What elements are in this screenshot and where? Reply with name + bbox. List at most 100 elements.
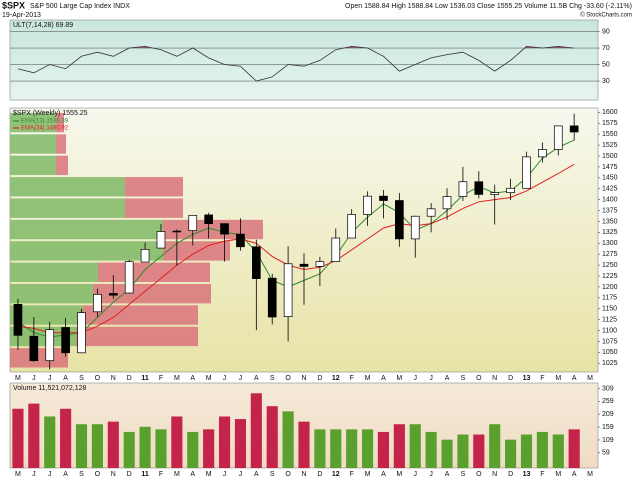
volume-bar: [203, 429, 215, 468]
y-tick-label: 1350: [602, 218, 618, 225]
pane-title: ULT(7,14,28) 69.89: [13, 22, 73, 29]
y-tick-label: 1475: [602, 164, 618, 171]
candle-body: [522, 156, 531, 189]
volume-bar: [234, 419, 246, 468]
y-tick-label: 70: [602, 45, 610, 52]
y-tick-label: 1450: [602, 175, 618, 182]
y-tick-label: 1575: [602, 120, 618, 127]
candle-body: [299, 263, 309, 267]
x-tick-label: O: [285, 471, 291, 478]
x-tick-label: O: [476, 375, 482, 382]
volume-bar: [505, 439, 517, 468]
x-tick-label: D: [127, 375, 132, 382]
x-tick-label: M: [174, 471, 180, 478]
vbp-down: [163, 241, 230, 261]
x-tick-label: S: [461, 375, 466, 382]
x-tick-label: M: [587, 375, 593, 382]
x-tick-label: A: [445, 471, 450, 478]
y-tick-label: 1275: [602, 251, 618, 258]
volume-bar: [473, 434, 485, 468]
x-tick-label: N: [301, 471, 306, 478]
y-tick-label: 1025: [602, 360, 618, 367]
vbp-down: [98, 262, 210, 282]
y-tick-label: 1500: [602, 153, 618, 160]
x-tick-label: J: [429, 375, 433, 382]
x-tick-label: A: [190, 471, 195, 478]
volume-bar: [377, 431, 390, 468]
vbp-up: [10, 112, 56, 133]
x-tick-label: N: [492, 471, 497, 478]
y-tick-label: 1050: [602, 349, 618, 356]
x-tick-label: J: [413, 471, 417, 478]
y-tick-label: 1325: [602, 229, 618, 236]
candle-body: [315, 261, 325, 267]
vbp-down: [125, 177, 183, 197]
volume-bar: [520, 434, 533, 468]
y-tick-label: 159: [602, 424, 614, 431]
volume-bar: [218, 416, 231, 468]
volume-bar: [75, 424, 88, 468]
x-tick-label: M: [555, 375, 561, 382]
y-tick-label: 1425: [602, 186, 618, 193]
x-tick-label: S: [270, 375, 275, 382]
x-tick-label: S: [79, 375, 84, 382]
x-tick-label: S: [270, 471, 275, 478]
x-tick-label: 11: [141, 375, 149, 382]
x-tick-label: F: [350, 471, 354, 478]
candle-body: [442, 196, 452, 210]
x-tick-label: A: [381, 471, 386, 478]
x-tick-label: J: [48, 375, 52, 382]
quote: Open 1588.84 High 1588.84 Low 1536.03 Cl…: [345, 3, 632, 10]
y-tick-label: 1600: [602, 109, 618, 116]
x-tick-label: A: [254, 471, 259, 478]
y-tick-label: 1125: [602, 316, 617, 323]
x-tick-label: J: [223, 471, 227, 478]
vbp-up: [10, 219, 163, 240]
x-tick-label: D: [508, 375, 513, 382]
volume-bar: [314, 429, 326, 468]
y-tick-label: 1100: [602, 327, 617, 334]
y-tick-label: 1300: [602, 240, 618, 247]
candle-body: [93, 293, 102, 313]
volume-bar: [441, 439, 453, 468]
vbp-down: [93, 283, 211, 304]
x-tick-label: 12: [332, 471, 340, 478]
volume-bar: [393, 424, 405, 468]
x-tick-label: M: [365, 471, 371, 478]
x-tick-label: M: [15, 375, 21, 382]
x-tick-label: J: [429, 471, 433, 478]
x-tick-label: M: [555, 471, 561, 478]
y-tick-label: 1550: [602, 131, 618, 138]
x-tick-label: A: [63, 375, 68, 382]
vbp-up: [10, 134, 56, 154]
x-tick-label: F: [159, 471, 163, 478]
x-tick-label: 13: [523, 375, 531, 382]
x-tick-label: N: [301, 375, 306, 382]
volume-bar: [123, 431, 135, 468]
y-tick-label: 1175: [602, 295, 617, 302]
volume-bar: [568, 429, 580, 468]
volume-bar: [409, 424, 421, 468]
x-tick-label: F: [540, 471, 544, 478]
x-tick-label: J: [239, 471, 243, 478]
x-tick-label: M: [174, 375, 180, 382]
legend-label: EMA(13) 1536.39: [21, 119, 69, 125]
x-tick-label: D: [317, 471, 322, 478]
x-tick-label: M: [206, 471, 212, 478]
candle-body: [252, 246, 261, 279]
volume-bar: [489, 424, 501, 468]
x-tick-label: A: [190, 375, 195, 382]
overbought-fill: [129, 46, 574, 49]
candle-body: [569, 125, 579, 133]
candle-body: [204, 214, 213, 224]
candle-body: [29, 335, 39, 362]
y-tick-label: 109: [602, 437, 614, 444]
candle-body: [267, 277, 277, 318]
x-tick-label: J: [223, 375, 227, 382]
candle-body: [188, 214, 198, 231]
volume-bar: [187, 431, 199, 468]
y-tick-label: 59: [602, 450, 610, 457]
volume-bar: [107, 421, 119, 468]
y-tick-label: 309: [602, 385, 614, 392]
x-tick-label: M: [365, 375, 371, 382]
